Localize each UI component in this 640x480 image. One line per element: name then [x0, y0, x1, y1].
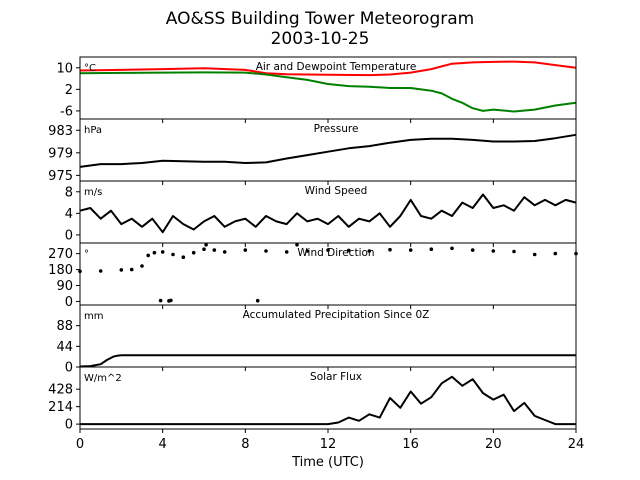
- panel-4-point: [295, 243, 299, 247]
- panel-1: 10 2 -6 °C Air and Dewpoint Temperature: [56, 56, 577, 123]
- y-tick-label: 0: [65, 418, 73, 433]
- panel-4-point: [129, 267, 134, 272]
- panel-4-point: [146, 253, 150, 258]
- y-tick-label: 975: [48, 169, 73, 184]
- y-tick-label: 180: [48, 263, 73, 278]
- panel-unit-label: °: [84, 249, 89, 260]
- y-tick-label: 44: [56, 340, 73, 355]
- panel-title: Air and Dewpoint Temperature: [256, 61, 417, 73]
- panel-title: Wind Direction: [297, 247, 374, 259]
- panel-4-point: [152, 250, 157, 255]
- y-tick-label: 4: [65, 207, 73, 222]
- y-tick-label: 979: [48, 146, 73, 161]
- panel-4-point: [512, 249, 516, 254]
- x-tick-label: 20: [485, 437, 502, 452]
- panel-1-series-line: [79, 60, 577, 77]
- panel-4-point: [169, 298, 173, 303]
- panel-6: 428 214 0 W/m^2 Solar Flux: [48, 366, 577, 433]
- panel-4-point: [119, 268, 124, 272]
- panel-1-series-line: [79, 71, 577, 113]
- panel-unit-label: °C: [84, 63, 96, 74]
- panel-4-point: [202, 247, 206, 251]
- y-tick-label: -6: [60, 104, 73, 119]
- panel-4-point: [191, 250, 196, 255]
- panel-4-point: [160, 250, 165, 254]
- panel-3-series-line: [79, 193, 577, 234]
- panel-6-series-line: [80, 375, 576, 426]
- x-axis-label: Time (UTC): [291, 455, 364, 470]
- panel-4-point: [470, 248, 475, 252]
- panel-title: Solar Flux: [310, 371, 362, 383]
- y-tick-label: 90: [56, 279, 73, 294]
- panel-unit-label: m/s: [84, 187, 102, 198]
- y-tick-label: 0: [65, 295, 73, 310]
- panel-4-point: [553, 251, 558, 256]
- panel-4-point: [284, 250, 289, 254]
- figure-title-line1: AO&SS Building Tower Meteorogram: [166, 9, 474, 29]
- panel-3: 8 4 0 m/s Wind Speed: [65, 180, 577, 247]
- panel-5-series-line: [79, 354, 576, 368]
- x-tick-label: 4: [159, 437, 167, 452]
- panel-4-point: [491, 249, 496, 253]
- y-tick-label: 88: [56, 319, 73, 334]
- panel-4-point: [305, 249, 310, 253]
- panel-4-point: [222, 250, 227, 254]
- figure-title-line2: 2003-10-25: [271, 29, 370, 49]
- panel-2-series-line: [79, 133, 577, 168]
- panel-4-point: [204, 243, 208, 247]
- y-tick-label: 8: [65, 185, 73, 200]
- panel-unit-label: W/m^2: [84, 373, 122, 384]
- panel-4-point: [408, 248, 413, 252]
- panel-4-point: [346, 248, 351, 253]
- y-tick-label: 2: [65, 83, 73, 98]
- panel-4-point: [98, 269, 103, 273]
- panel-unit-label: hPa: [84, 125, 102, 136]
- y-tick-label: 428: [48, 383, 73, 398]
- y-tick-label: 983: [48, 124, 73, 139]
- panel-4-point: [255, 298, 260, 303]
- panel-4-point: [532, 252, 537, 257]
- y-tick-label: 214: [48, 400, 73, 415]
- panel-4-point: [171, 252, 175, 257]
- x-tick-label: 8: [241, 437, 249, 452]
- panel-4-point: [429, 247, 434, 251]
- panel-4-point: [326, 248, 330, 252]
- panel-4-point: [212, 248, 217, 252]
- panel-unit-label: mm: [84, 311, 103, 322]
- panel-2: 983 979 975 hPa Pressure: [48, 118, 577, 185]
- x-tick-label: 0: [76, 437, 84, 452]
- y-tick-label: 270: [48, 247, 73, 262]
- panel-5: 88 44 0 mm Accumulated Precipitation Since 0…: [56, 304, 577, 376]
- panel-title: Pressure: [314, 123, 359, 135]
- panel-4-point: [158, 298, 163, 303]
- panel-4-point: [450, 246, 454, 251]
- y-tick-label: 0: [65, 361, 73, 376]
- panel-4-point: [243, 248, 248, 252]
- x-tick-label: 12: [320, 437, 337, 452]
- panel-4-point: [140, 264, 144, 268]
- panel-title: Accumulated Precipitation Since 0Z: [243, 309, 430, 321]
- y-tick-label: 0: [65, 228, 73, 243]
- x-tick-label: 16: [402, 437, 419, 452]
- panel-4-point: [388, 247, 392, 252]
- y-tick-label: 10: [56, 61, 73, 76]
- panel-4-point: [181, 255, 186, 259]
- x-tick-label: 24: [568, 437, 585, 452]
- panel-4-point: [264, 249, 268, 253]
- panel-4-point: [367, 249, 372, 253]
- panel-title: Wind Speed: [305, 185, 368, 197]
